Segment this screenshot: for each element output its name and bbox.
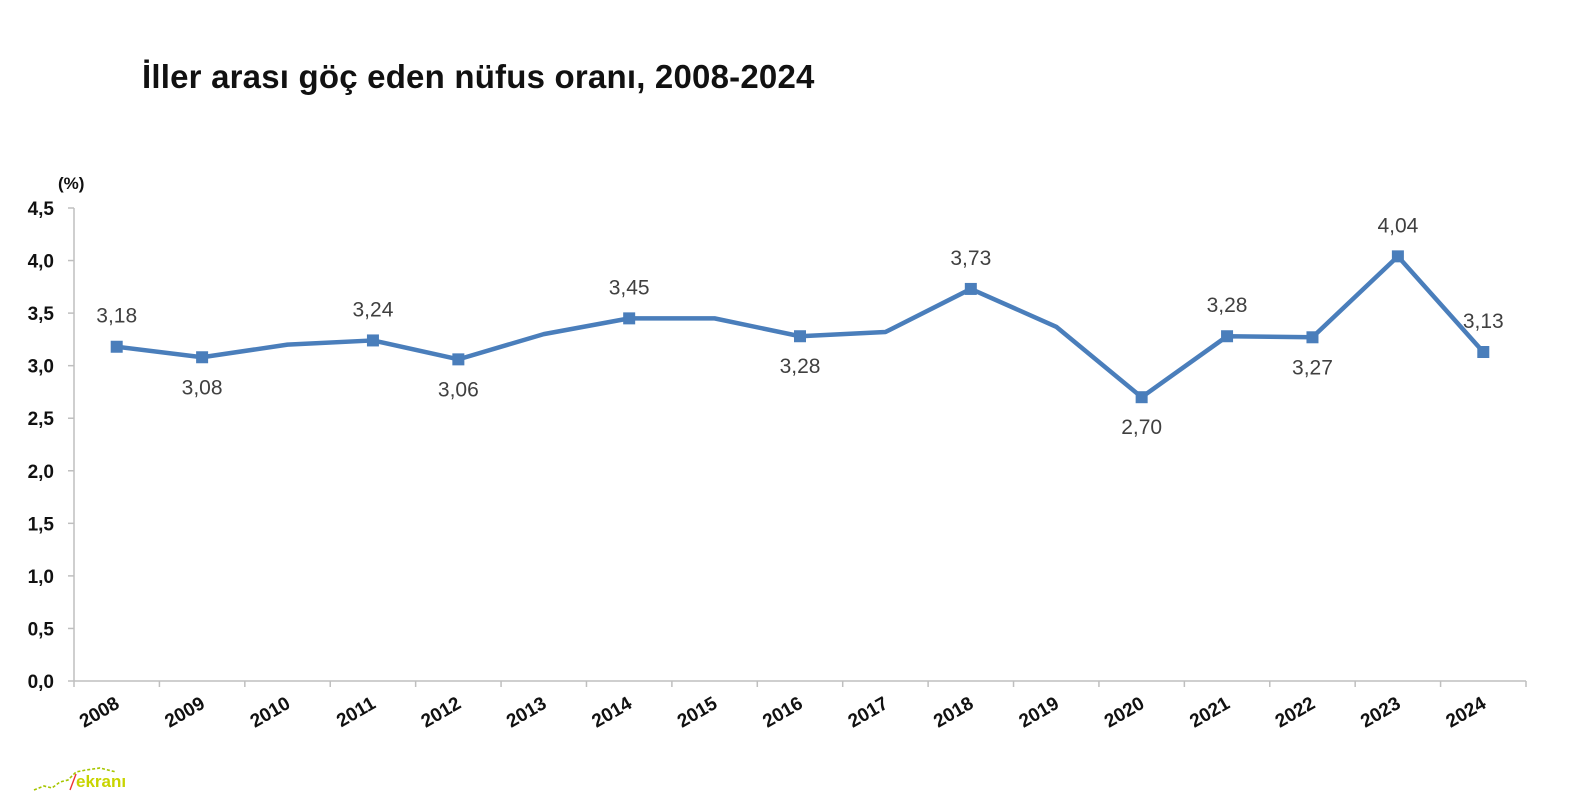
y-tick-label: 0,5	[28, 619, 55, 640]
data-label: 3,45	[609, 276, 650, 299]
data-label: 4,04	[1377, 214, 1418, 237]
data-label: 3,06	[438, 378, 479, 401]
y-tick-label: 4,5	[28, 199, 55, 220]
data-label: 2,70	[1121, 416, 1162, 439]
data-point-marker	[1221, 330, 1234, 343]
logo-icon	[33, 767, 117, 791]
data-point-marker	[1306, 331, 1319, 344]
y-tick-label: 3,5	[28, 304, 55, 325]
y-tick-label: 4,0	[28, 252, 54, 273]
data-point-marker	[1477, 346, 1490, 359]
x-tick-label: 2008	[76, 693, 123, 732]
x-tick-label: 2019	[1016, 693, 1063, 732]
x-tick-label: 2011	[333, 693, 380, 732]
data-label: 3,24	[353, 298, 394, 321]
y-axis-unit: (%)	[58, 174, 84, 193]
y-tick-label: 3,0	[28, 357, 54, 378]
x-tick-label: 2014	[589, 693, 636, 733]
x-tick-label: 2017	[845, 693, 892, 732]
data-point-marker	[452, 353, 465, 366]
data-labels: 3,18 3,08 3,24 3,06 3,45 3,28 3,73 2,70 3,28 3,27…	[96, 214, 1503, 439]
data-point-marker	[1391, 250, 1404, 263]
x-tick-label: 2021	[1186, 693, 1233, 733]
x-tick-label: 2022	[1272, 693, 1319, 732]
y-tick-label: 2,5	[28, 409, 55, 430]
data-label: 3,27	[1292, 356, 1333, 379]
y-axis-ticks: 0,0 0,5 1,0 1,5 2,0 2,5 3,0 3,5 4,0 4,5	[28, 199, 74, 693]
data-label: 3,18	[96, 305, 137, 328]
x-tick-label: 2018	[930, 693, 977, 732]
data-label: 3,73	[950, 247, 991, 270]
data-label: 3,28	[780, 355, 821, 378]
x-tick-label: 2016	[759, 693, 806, 732]
data-label: 3,28	[1207, 294, 1248, 317]
y-tick-label: 2,0	[28, 462, 54, 483]
logo-text: ekranı	[76, 772, 127, 791]
x-tick-label: 2024	[1443, 693, 1490, 733]
y-tick-label: 1,5	[28, 514, 55, 535]
x-tick-label: 2013	[503, 693, 550, 732]
chart-axes	[73, 208, 1526, 682]
data-point-marker	[794, 330, 806, 343]
x-tick-label: 2023	[1357, 693, 1404, 732]
data-point-marker	[110, 340, 123, 353]
data-point-marker	[1135, 391, 1148, 404]
data-point-marker	[366, 334, 379, 347]
x-tick-label: 2020	[1101, 693, 1148, 732]
x-tick-label: 2012	[418, 693, 465, 732]
data-point-marker	[964, 282, 977, 295]
x-axis-ticks: 2008 2009 2010 2011 2012 2013 2014 2015 2016 2017…	[73, 681, 1527, 733]
data-point-marker	[196, 351, 209, 364]
x-tick-label: 2009	[162, 693, 209, 732]
chart-title: İller arası göç eden nüfus oranı, 2008-2…	[142, 58, 815, 95]
x-tick-label: 2010	[247, 693, 294, 732]
y-tick-label: 1,0	[28, 567, 54, 588]
data-label: 3,08	[182, 376, 223, 399]
data-label: 3,13	[1463, 310, 1504, 333]
data-series	[110, 250, 1490, 404]
x-tick-label: 2015	[674, 693, 721, 733]
y-tick-label: 0,0	[28, 672, 54, 693]
data-point-marker	[623, 312, 636, 325]
